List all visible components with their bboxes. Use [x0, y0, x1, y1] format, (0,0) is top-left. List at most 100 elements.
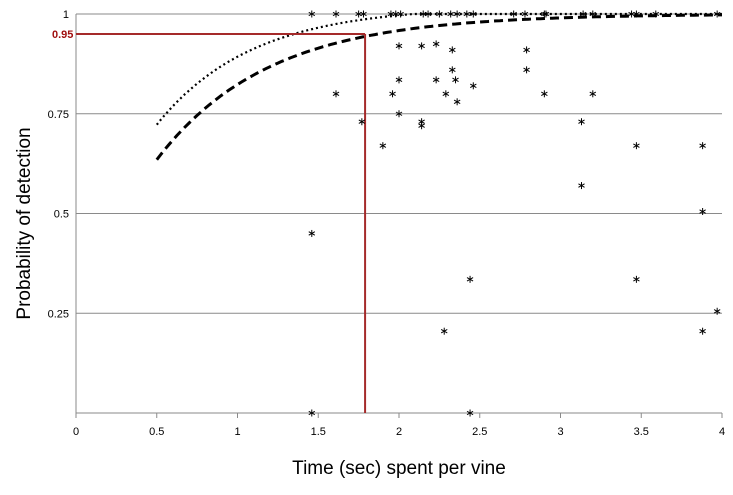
- point-stroke: [432, 41, 440, 47]
- point-stroke: [541, 91, 548, 96]
- reference-value-label: 0.95: [52, 29, 73, 41]
- dotted-fit-curve: [155, 12, 722, 126]
- data-point: [469, 82, 477, 90]
- axes: [75, 14, 723, 418]
- point-stroke: [463, 11, 471, 17]
- point-stroke: [578, 183, 585, 188]
- data-point: [578, 118, 585, 126]
- point-stroke: [395, 77, 403, 83]
- x-tick-label: 1: [234, 426, 240, 438]
- data-point: [440, 327, 448, 335]
- point-stroke: [699, 143, 706, 148]
- point-stroke: [633, 143, 640, 148]
- point-stroke: [308, 231, 316, 236]
- point-stroke: [395, 111, 403, 116]
- data-point: [436, 10, 443, 18]
- data-point: [442, 90, 450, 98]
- point-stroke: [389, 91, 396, 96]
- data-point: [523, 46, 530, 54]
- fitted-curves: [155, 12, 722, 161]
- x-tick-labels: 0 0.5 1 1.5 2 2.5 3 3.5 4: [73, 426, 725, 438]
- data-point: [699, 208, 706, 216]
- point-stroke: [418, 119, 425, 124]
- data-point: [589, 90, 597, 98]
- point-stroke: [432, 77, 440, 83]
- point-stroke: [395, 43, 403, 49]
- data-point: [389, 90, 396, 98]
- data-point: [579, 10, 587, 18]
- data-point: [308, 10, 316, 18]
- point-stroke: [699, 209, 706, 214]
- point-stroke: [440, 329, 448, 334]
- point-stroke: [379, 143, 387, 148]
- point-stroke: [308, 410, 316, 416]
- point-stroke: [447, 11, 454, 17]
- data-point: [332, 10, 340, 18]
- point-stroke: [713, 309, 721, 314]
- point-stroke: [466, 410, 474, 416]
- point-stroke: [579, 11, 587, 17]
- data-point: [699, 142, 706, 150]
- data-point: [308, 409, 316, 417]
- data-point: [397, 10, 404, 18]
- data-point: [713, 10, 721, 18]
- x-tick-label: 0.5: [149, 426, 164, 438]
- point-stroke: [358, 119, 366, 124]
- data-point: [449, 66, 456, 74]
- data-point: [578, 182, 585, 190]
- point-stroke: [466, 277, 474, 282]
- data-point: [463, 10, 471, 18]
- data-point: [432, 40, 440, 48]
- data-point: [589, 10, 597, 18]
- point-stroke: [469, 83, 477, 89]
- x-tick-label: 2: [396, 426, 402, 438]
- data-point: [379, 142, 387, 150]
- data-point: [358, 118, 366, 126]
- point-stroke: [589, 11, 597, 17]
- x-tick-label: 3.5: [634, 426, 649, 438]
- data-point: [432, 76, 440, 84]
- point-stroke: [397, 11, 404, 17]
- point-stroke: [633, 277, 640, 282]
- point-stroke: [436, 11, 443, 17]
- x-axis-title: Time (sec) spent per vine: [292, 458, 506, 479]
- data-point: [510, 10, 517, 18]
- x-tick-label: 4: [719, 426, 725, 438]
- data-point: [521, 10, 529, 18]
- data-point: [453, 98, 461, 106]
- dashed-fit-curve: [155, 13, 722, 161]
- data-point: [542, 10, 550, 18]
- point-stroke: [589, 91, 597, 96]
- y-tick-label: 0.5: [54, 209, 69, 221]
- y-tick-labels: 0.25 0.5 0.75 1: [48, 9, 69, 320]
- data-point: [418, 122, 425, 130]
- data-point: [452, 76, 459, 84]
- point-stroke: [523, 67, 530, 73]
- point-stroke: [523, 47, 530, 53]
- point-stroke: [453, 99, 461, 104]
- data-point: [633, 142, 640, 150]
- point-stroke: [510, 11, 517, 17]
- data-point: [713, 307, 721, 315]
- point-stroke: [699, 329, 706, 334]
- data-point: [360, 10, 367, 18]
- point-stroke: [453, 11, 461, 17]
- point-stroke: [652, 11, 660, 17]
- data-point: [453, 10, 461, 18]
- data-point: [541, 90, 548, 98]
- point-stroke: [578, 119, 585, 124]
- reference-lines: [76, 32, 367, 413]
- point-stroke: [418, 123, 425, 128]
- data-point: [633, 10, 640, 18]
- point-stroke: [469, 11, 477, 17]
- y-axis-title: Probability of detection: [14, 127, 35, 319]
- point-stroke: [332, 91, 340, 96]
- point-stroke: [332, 11, 340, 17]
- data-point: [652, 10, 660, 18]
- x-tick-label: 3: [557, 426, 563, 438]
- x-tick-label: 2.5: [472, 426, 487, 438]
- point-stroke: [360, 11, 367, 17]
- data-point: [523, 66, 530, 74]
- point-stroke: [633, 11, 640, 17]
